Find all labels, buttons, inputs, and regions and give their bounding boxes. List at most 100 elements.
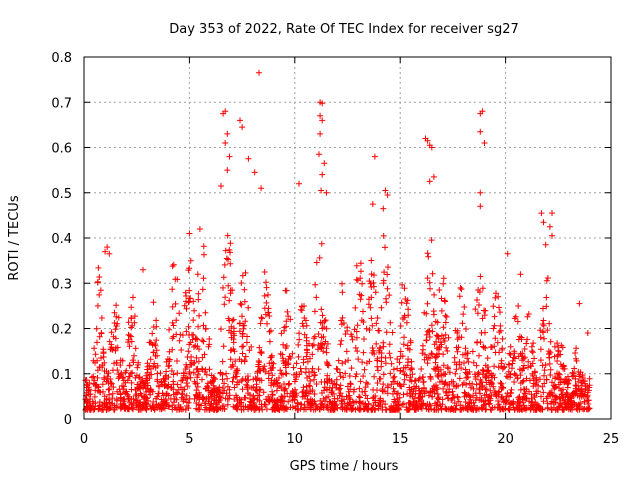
data-point [462, 345, 469, 352]
data-point [259, 315, 265, 322]
data-point [191, 344, 197, 350]
data-point [383, 299, 390, 306]
data-point [340, 320, 347, 327]
data-point [266, 328, 273, 335]
data-point [579, 372, 586, 379]
y-tick-label: 0.1 [51, 368, 72, 383]
data-point [236, 379, 242, 386]
data-point [316, 151, 322, 158]
data-point [429, 270, 436, 277]
data-point [424, 360, 431, 367]
data-point [430, 173, 437, 180]
data-point [289, 397, 296, 404]
data-point [284, 390, 291, 397]
data-point [258, 185, 265, 192]
data-point [387, 354, 394, 361]
data-point [188, 361, 195, 368]
data-point [233, 392, 239, 399]
data-point [548, 398, 555, 405]
plot-frame [83, 56, 612, 420]
data-point [257, 320, 264, 327]
data-point [344, 324, 351, 331]
data-point [174, 358, 180, 364]
data-point [127, 332, 133, 339]
data-point [547, 372, 554, 378]
data-point [132, 345, 139, 352]
data-point [544, 275, 551, 281]
data-point [223, 255, 230, 262]
data-point [334, 366, 341, 373]
data-point [248, 398, 255, 405]
data-point [96, 274, 103, 280]
data-point [441, 338, 448, 344]
data-point [477, 189, 484, 196]
data-point [128, 338, 135, 345]
data-point [154, 378, 161, 385]
data-point [470, 385, 477, 392]
data-point [91, 345, 98, 352]
data-point [506, 406, 512, 413]
data-point [169, 406, 176, 413]
data-point [368, 315, 375, 322]
data-point [401, 285, 408, 292]
data-point [368, 284, 375, 290]
y-tick-label: 0.7 [51, 96, 72, 111]
data-point [164, 383, 171, 390]
data-point [335, 357, 342, 364]
data-point [150, 299, 157, 306]
data-point [232, 358, 239, 365]
data-point [499, 384, 506, 391]
data-point [474, 339, 480, 346]
data-point [426, 178, 433, 185]
data-point [289, 388, 296, 394]
data-point [492, 335, 499, 342]
data-point [313, 381, 320, 387]
data-point [408, 358, 415, 365]
data-point [378, 354, 385, 361]
data-point [427, 285, 433, 292]
data-point [348, 365, 355, 372]
data-point [184, 383, 191, 390]
data-point [239, 386, 246, 393]
data-point [242, 269, 249, 276]
data-point [428, 350, 435, 357]
data-point [324, 340, 331, 347]
data-point [432, 318, 439, 325]
data-point [201, 251, 207, 258]
data-point [218, 326, 224, 333]
data-point [380, 381, 387, 388]
data-point [249, 395, 256, 402]
data-point [372, 289, 379, 296]
data-point [286, 380, 293, 387]
data-point [421, 309, 428, 316]
x-tick-label: 5 [185, 432, 193, 447]
data-point [449, 388, 456, 395]
data-point [518, 353, 525, 360]
data-point [481, 140, 488, 146]
data-point [116, 373, 123, 380]
data-point [294, 406, 301, 413]
data-point [203, 395, 210, 402]
data-point [371, 373, 378, 380]
data-point [196, 226, 203, 232]
data-point [479, 285, 486, 292]
data-point [125, 319, 132, 326]
data-point [195, 296, 202, 303]
data-point [331, 380, 338, 387]
data-point [241, 298, 248, 305]
data-point [94, 374, 101, 381]
data-point [316, 344, 323, 351]
data-point [329, 384, 336, 391]
scatter-points [82, 69, 593, 413]
data-point [513, 404, 520, 411]
data-point [495, 398, 501, 404]
data-point [459, 320, 466, 327]
data-point [378, 304, 385, 311]
data-point [404, 342, 411, 349]
data-point [271, 397, 278, 404]
data-point [245, 304, 252, 311]
data-point [196, 312, 203, 319]
data-point [450, 405, 457, 412]
data-point [400, 381, 407, 388]
data-point [279, 351, 286, 358]
